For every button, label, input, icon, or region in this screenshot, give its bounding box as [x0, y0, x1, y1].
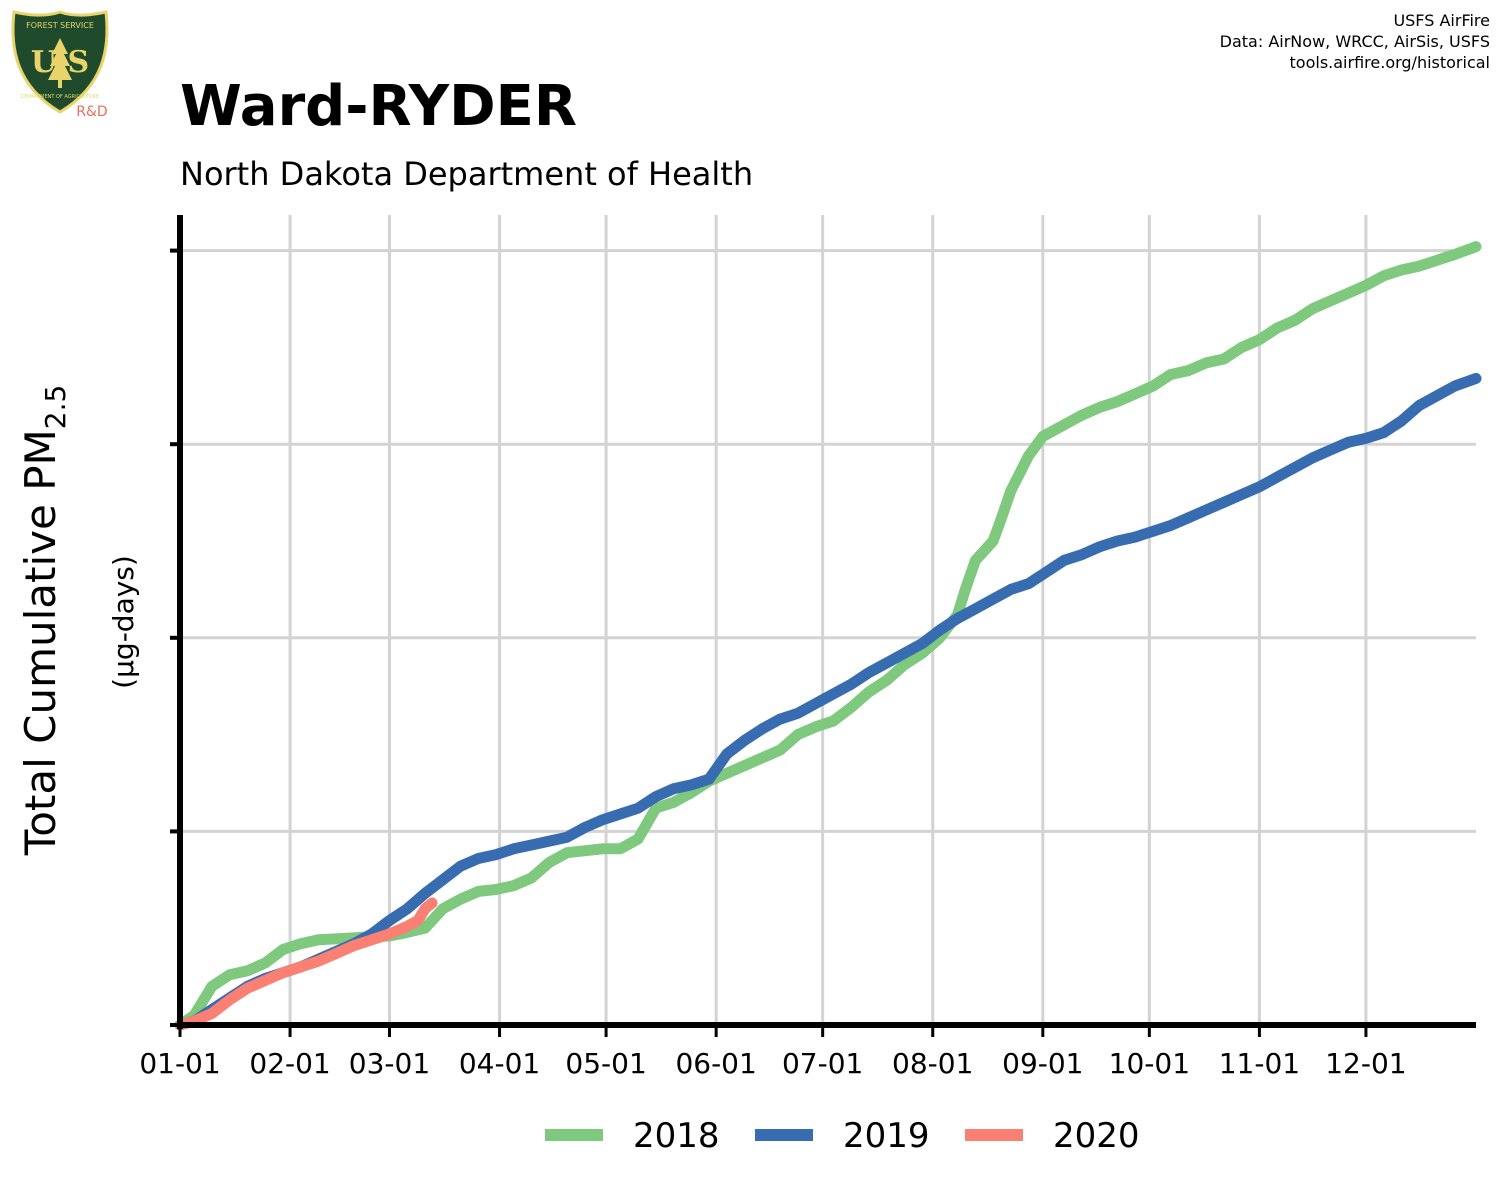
credit-line: tools.airfire.org/historical: [1289, 53, 1490, 72]
credits: USFS AirFire Data: AirNow, WRCC, AirSis,…: [1220, 10, 1490, 73]
series-line-2020: [174, 897, 438, 1031]
x-tick-label: 07-01: [782, 1047, 863, 1080]
series-line-2018: [174, 241, 1482, 1031]
x-tick-label: 02-01: [249, 1047, 330, 1080]
series-lines: [174, 241, 1482, 1031]
y-axis-label-subscript: 2.5: [39, 385, 72, 430]
logo-bottom-text: DEPARTMENT OF AGRICULTURE: [21, 94, 99, 100]
x-tick-label: 12-01: [1325, 1047, 1406, 1080]
credit-line: Data: AirNow, WRCC, AirSis, USFS: [1219, 32, 1490, 51]
tree-icon: [48, 38, 72, 88]
usfs-logo: FOREST SERVICE U S DEPARTMENT OF AGRICUL…: [11, 10, 109, 120]
chart-title: Ward-RYDER: [180, 74, 577, 139]
x-tick-label: 09-01: [1002, 1047, 1083, 1080]
legend-label-2019: 2019: [843, 1116, 930, 1156]
axes: [170, 215, 1476, 1037]
x-tick-label: 04-01: [459, 1047, 540, 1080]
y-axis-units: (µg-days): [107, 555, 140, 689]
legend: 2018 2019 2020: [545, 1116, 1140, 1156]
logo-tag: R&D: [76, 104, 107, 120]
y-axis-label-main: Total Cumulative PM: [16, 429, 65, 856]
x-tick-labels: 01-01 02-01 03-01 04-01 05-01 06-01 07-01 08-01…: [139, 1047, 1406, 1080]
chart-subtitle: North Dakota Department of Health: [180, 155, 754, 193]
x-tick-label: 11-01: [1219, 1047, 1300, 1080]
grid: [178, 215, 1476, 1025]
legend-label-2020: 2020: [1053, 1116, 1140, 1156]
logo-top-text: FOREST SERVICE: [26, 21, 94, 30]
x-tick-label: 10-01: [1109, 1047, 1190, 1080]
x-tick-label: 05-01: [565, 1047, 646, 1080]
x-tick-label: 01-01: [139, 1047, 220, 1080]
legend-label-2018: 2018: [633, 1116, 720, 1156]
x-tick-label: 08-01: [892, 1047, 973, 1080]
x-tick-label: 06-01: [675, 1047, 756, 1080]
series-line-2019: [174, 372, 1482, 1031]
y-axis-label: Total Cumulative PM2.5: [16, 385, 72, 857]
x-tick-label: 03-01: [349, 1047, 430, 1080]
credit-line: USFS AirFire: [1393, 11, 1490, 30]
